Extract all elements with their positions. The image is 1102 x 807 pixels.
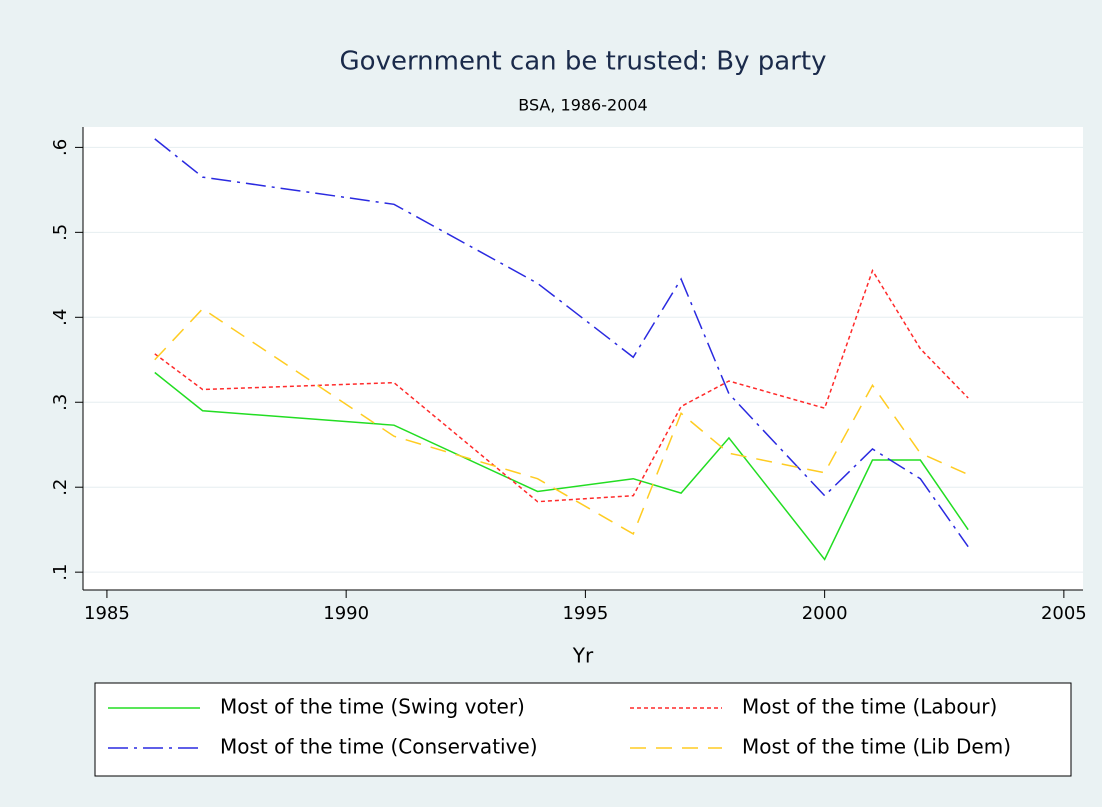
legend-label: Most of the time (Lib Dem) — [742, 735, 1011, 759]
plot-area — [83, 127, 1083, 590]
x-tick-label: 1990 — [323, 603, 369, 624]
legend-label: Most of the time (Swing voter) — [220, 695, 525, 719]
y-tick-label: .5 — [50, 224, 71, 241]
y-tick-label: .6 — [50, 139, 71, 156]
series-line — [154, 307, 969, 536]
y-tick-label: .3 — [50, 394, 71, 411]
x-tick-label: 1995 — [562, 603, 608, 624]
legend-label: Most of the time (Conservative) — [220, 735, 538, 759]
legend-label: Most of the time (Labour) — [742, 695, 997, 719]
x-tick-label: 1985 — [84, 603, 130, 624]
y-tick-label: .4 — [50, 309, 71, 326]
x-axis-label: Yr — [572, 644, 594, 668]
series-line — [154, 371, 969, 561]
chart-subtitle: BSA, 1986-2004 — [518, 96, 647, 115]
x-tick-label: 2005 — [1041, 603, 1087, 624]
x-tick-label: 2000 — [802, 603, 848, 624]
chart-title: Government can be trusted: By party — [340, 47, 827, 77]
series-line — [154, 138, 969, 548]
y-tick-label: .2 — [50, 479, 71, 496]
y-tick-label: .1 — [50, 564, 71, 581]
legend-box — [94, 682, 1072, 777]
